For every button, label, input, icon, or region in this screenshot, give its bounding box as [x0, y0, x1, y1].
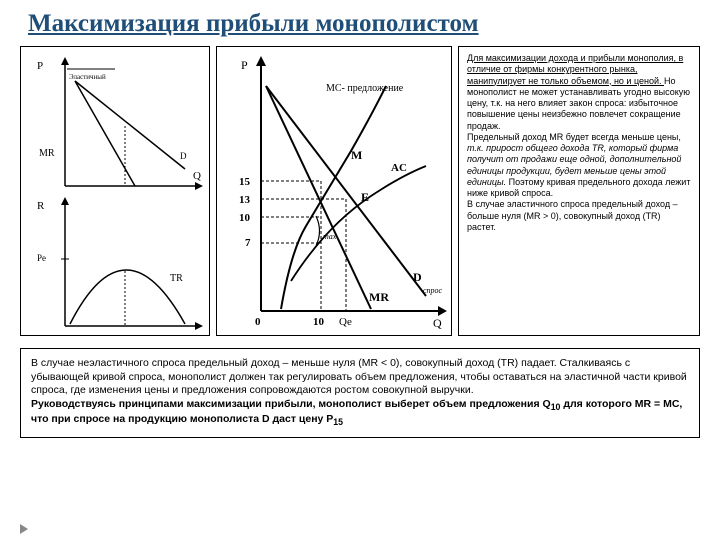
- right-chart: P Q 15 13 10 7 0 10 Qе D спрос MR: [216, 46, 452, 336]
- bottom-sub-1: 10: [551, 402, 561, 412]
- e-label: E: [361, 190, 369, 204]
- mr-label-r: MR: [369, 290, 389, 304]
- text-plain-2a: Предельный доход MR будет всегда меньше …: [467, 132, 681, 142]
- elastic-label: Эластичный: [69, 73, 106, 81]
- text-plain-3: В случае эластичного спроса предельный д…: [467, 199, 678, 232]
- ac-label: AC: [391, 162, 407, 174]
- xtick-qe: Qе: [339, 316, 352, 328]
- max-label: max: [323, 232, 337, 241]
- pe-label: Pе: [37, 253, 46, 263]
- m-label: M: [351, 148, 362, 162]
- ytick-7: 7: [245, 237, 251, 249]
- mc-label: MC- предложение: [326, 83, 404, 94]
- q-label-r: Q: [433, 316, 442, 330]
- ytick-15: 15: [239, 176, 251, 188]
- xtick-10: 10: [313, 316, 325, 328]
- text-underline-1: Для максимизации дохода и прибыли монопо…: [467, 53, 683, 86]
- r-label: R: [37, 200, 45, 212]
- bottom-p1: В случае неэластичного спроса предельный…: [31, 357, 687, 396]
- p-label: P: [37, 60, 43, 72]
- p-label-r: P: [241, 58, 248, 72]
- q-label: Q: [193, 170, 201, 182]
- d-label-r: D: [413, 270, 422, 284]
- right-chart-svg: P Q 15 13 10 7 0 10 Qе D спрос MR: [221, 51, 449, 331]
- explanation-box: Для максимизации дохода и прибыли монопо…: [458, 46, 700, 336]
- xtick-0: 0: [255, 316, 261, 328]
- bottom-sub-2: 15: [333, 417, 343, 427]
- page-title: Максимизация прибыли монополистом: [28, 10, 700, 38]
- ytick-13: 13: [239, 194, 251, 206]
- tr-label: TR: [170, 273, 183, 284]
- content-row: P Q Эластичный D MR: [20, 46, 700, 336]
- left-charts: P Q Эластичный D MR: [20, 46, 210, 336]
- spros-label: спрос: [423, 286, 443, 295]
- mr-label-left: MR: [39, 148, 55, 159]
- ytick-10: 10: [239, 212, 251, 224]
- left-chart-svg: P Q Эластичный D MR: [25, 51, 205, 331]
- bottom-p2a: Руководствуясь принципами максимизации п…: [31, 398, 551, 410]
- d-label-left: D: [180, 151, 187, 161]
- slide-marker-icon: [20, 524, 28, 534]
- bottom-text-box: В случае неэластичного спроса предельный…: [20, 348, 700, 438]
